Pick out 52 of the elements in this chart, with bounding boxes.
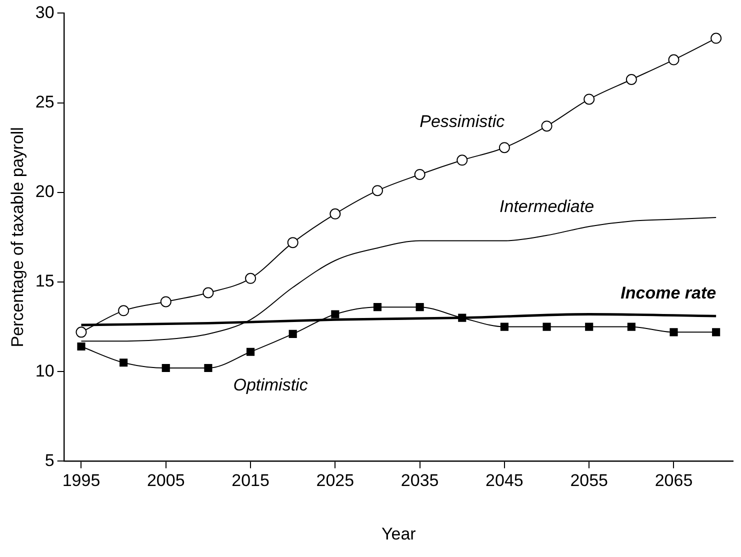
y-tick-label: 5 — [44, 450, 54, 470]
series-label: Pessimistic — [420, 112, 506, 131]
x-tick-label: 2015 — [232, 471, 270, 490]
point — [373, 303, 382, 312]
x-axis-title: Year — [381, 524, 416, 544]
point — [500, 322, 508, 331]
point — [162, 364, 170, 372]
point — [456, 154, 468, 166]
point — [712, 328, 720, 336]
point — [585, 322, 594, 331]
point — [498, 142, 510, 154]
point — [118, 305, 130, 316]
point — [670, 328, 678, 336]
point — [372, 185, 383, 196]
x-tick-label: 2045 — [486, 471, 524, 490]
point — [414, 168, 426, 180]
point — [160, 296, 172, 308]
point — [287, 237, 298, 248]
series-label: Income rate — [620, 284, 716, 303]
x-tick-label: 2065 — [654, 471, 693, 490]
point — [204, 364, 212, 372]
point — [77, 342, 86, 351]
x-tick-label: 1995 — [62, 471, 100, 490]
point — [330, 208, 341, 220]
y-tick-label: 25 — [35, 92, 54, 112]
point — [120, 358, 128, 367]
y-tick-label: 10 — [35, 361, 54, 380]
series-label: Optimistic — [233, 376, 308, 395]
point — [202, 287, 214, 298]
point — [541, 120, 552, 132]
y-axis-title: Percentage of taxable payroll — [8, 127, 27, 348]
point — [76, 326, 87, 338]
point — [710, 32, 722, 44]
point — [584, 94, 595, 105]
x-tick-label: 2035 — [400, 471, 439, 490]
point — [542, 322, 551, 331]
point — [458, 314, 466, 322]
point — [245, 272, 256, 284]
y-tick-label: 30 — [35, 2, 54, 22]
point — [288, 330, 297, 338]
point — [627, 322, 636, 331]
point — [626, 74, 637, 86]
series-label: Intermediate — [500, 197, 594, 216]
x-tick-label: 2005 — [146, 471, 185, 490]
point — [668, 54, 680, 66]
x-tick-label: 2025 — [316, 471, 354, 490]
x-tick-label: 2055 — [570, 471, 608, 490]
point — [416, 303, 424, 312]
y-tick-label: 15 — [35, 272, 54, 291]
point — [331, 310, 340, 318]
point — [246, 348, 255, 356]
y-tick-label: 20 — [35, 182, 54, 202]
